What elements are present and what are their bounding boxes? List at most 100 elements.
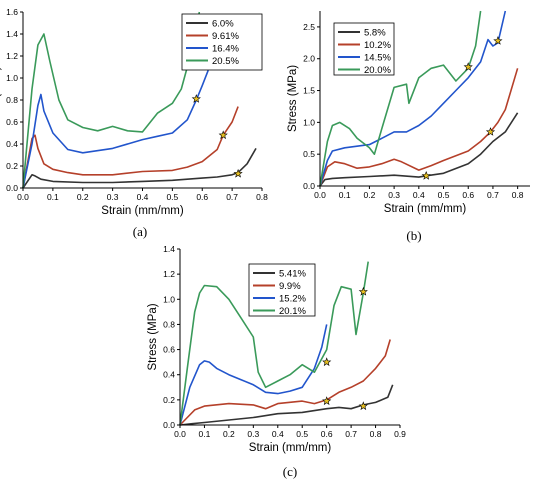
x-tick-label: 0.3 — [247, 429, 259, 439]
legend: 5.8%10.2% 14.5%20.0% — [333, 22, 395, 76]
series-line-2 — [179, 339, 391, 426]
x-tick-label: 0.6 — [196, 192, 208, 202]
series-line-1 — [319, 112, 519, 187]
series-line-3 — [179, 324, 328, 426]
failure-star-marker — [322, 396, 332, 406]
x-tick-label: 0.4 — [137, 192, 149, 202]
y-tick-label: 0.4 — [6, 139, 18, 149]
x-tick-label: 0.9 — [394, 429, 406, 439]
failure-star-marker — [485, 127, 496, 136]
chart-panel-3: 0.0 0.1 0.2 0.3 0.4 0.5 0.6 0.7 0.8 0.9 0.0 0.2 0.4 0… — [147, 244, 406, 479]
x-tick-label: 0.7 — [226, 192, 238, 202]
x-axis-label: Strain (mm/mm) — [249, 442, 332, 454]
y-tick-label: 1.0 — [163, 294, 175, 304]
x-tick-label: 0.1 — [339, 190, 351, 200]
series-line-1 — [179, 384, 394, 426]
failure-star-marker — [233, 168, 243, 178]
x-tick-label: 0.1 — [199, 429, 211, 439]
legend: 6.0%9.61% 16.4%20.5% — [181, 13, 263, 71]
x-tick-label: 0.8 — [370, 429, 382, 439]
failure-star-marker — [358, 401, 368, 411]
y-tick-label: 0.6 — [163, 345, 175, 355]
y-tick-label: 0.6 — [6, 117, 18, 127]
x-tick-label: 0.5 — [166, 192, 178, 202]
series-line-4 — [22, 11, 201, 189]
x-tick-label: 0.5 — [296, 429, 308, 439]
y-tick-label: 0.8 — [6, 95, 18, 105]
x-axis-label: Strain (mm/mm) — [384, 203, 467, 215]
legend-entry: 20.1% — [279, 306, 306, 317]
failure-star-marker — [358, 286, 368, 296]
y-tick-label: 1.6 — [6, 7, 18, 17]
y-tick-label: 0.0 — [163, 420, 175, 430]
series-line-1 — [22, 147, 257, 189]
legend-entry: 5.41% — [279, 269, 306, 280]
series-line-2 — [22, 106, 239, 189]
x-tick-label: 0.4 — [413, 190, 425, 200]
panel-label: (c) — [283, 464, 297, 479]
y-tick-label: 2.0 — [303, 54, 315, 64]
series-line-2 — [319, 68, 519, 187]
y-tick-label: 1.4 — [6, 29, 18, 39]
legend-entry: 20.0% — [364, 65, 391, 76]
x-tick-label: 0.0 — [314, 190, 326, 200]
legend-entry: 16.4% — [212, 44, 239, 55]
y-axis-label: Stress (MPa) — [0, 66, 2, 133]
legend-entry: 5.8% — [364, 28, 386, 39]
x-tick-label: 0.2 — [363, 190, 375, 200]
series-line-3 — [319, 10, 507, 187]
panel-label: (a) — [133, 224, 147, 239]
x-tick-label: 0.5 — [438, 190, 450, 200]
y-tick-label: 1.5 — [303, 86, 315, 96]
failure-star-marker — [463, 62, 473, 71]
x-tick-label: 0.6 — [321, 429, 333, 439]
x-tick-label: 0.7 — [487, 190, 499, 200]
x-tick-label: 0.6 — [462, 190, 474, 200]
legend-entry: 20.5% — [212, 56, 239, 67]
legend-entry: 15.2% — [279, 294, 306, 305]
y-tick-label: 1.4 — [163, 244, 175, 254]
series-line-3 — [22, 70, 209, 189]
failure-star-marker — [322, 357, 332, 367]
legend-entry: 14.5% — [364, 53, 391, 64]
x-tick-label: 0.0 — [17, 192, 29, 202]
y-axis-label: Stress (MPa) — [287, 65, 299, 132]
y-tick-label: 0.0 — [303, 181, 315, 191]
y-tick-label: 1.0 — [6, 73, 18, 83]
series-line-4 — [319, 10, 482, 187]
y-tick-label: 0.2 — [163, 395, 175, 405]
chart-panel-1: 0.0 0.1 0.2 0.3 0.4 0.5 0.6 0.7 0.8 0.0 0.2 0.4 0.6 0… — [0, 7, 268, 239]
x-tick-label: 0.0 — [174, 429, 186, 439]
x-tick-label: 0.3 — [107, 192, 119, 202]
y-tick-label: 2.5 — [303, 22, 315, 32]
legend-entry: 9.9% — [279, 281, 301, 292]
panel-label: (b) — [406, 228, 421, 243]
x-tick-label: 0.2 — [77, 192, 89, 202]
y-tick-label: 0.4 — [163, 370, 175, 380]
legend-entry: 6.0% — [212, 19, 234, 30]
x-axis-label: Strain (mm/mm) — [101, 205, 184, 217]
x-tick-label: 0.3 — [388, 190, 400, 200]
series-line-4 — [179, 261, 369, 426]
failure-star-marker — [493, 36, 503, 45]
x-tick-label: 0.2 — [223, 429, 235, 439]
x-tick-label: 0.8 — [256, 192, 268, 202]
legend-entry: 10.2% — [364, 40, 391, 51]
y-axis-label: Stress (MPa) — [147, 303, 159, 370]
y-tick-label: 1.2 — [6, 51, 18, 61]
x-tick-label: 0.4 — [272, 429, 284, 439]
failure-star-marker — [421, 170, 431, 180]
x-tick-label: 0.1 — [47, 192, 59, 202]
failure-star-marker — [191, 94, 201, 103]
y-tick-label: 1.2 — [163, 269, 175, 279]
failure-star-marker — [218, 130, 228, 140]
y-tick-label: 0.2 — [6, 161, 18, 171]
y-tick-label: 0.0 — [6, 183, 18, 193]
x-tick-label: 0.8 — [512, 190, 524, 200]
y-tick-label: 0.5 — [303, 149, 315, 159]
legend: 5.41%9.9% 15.2%20.1% — [248, 263, 316, 317]
x-tick-label: 0.7 — [345, 429, 357, 439]
y-tick-label: 0.8 — [163, 319, 175, 329]
chart-panel-2: 0.0 0.1 0.2 0.3 0.4 0.5 0.6 0.7 0.8 0.0 0.5 1.0 1.5 2… — [287, 10, 530, 243]
